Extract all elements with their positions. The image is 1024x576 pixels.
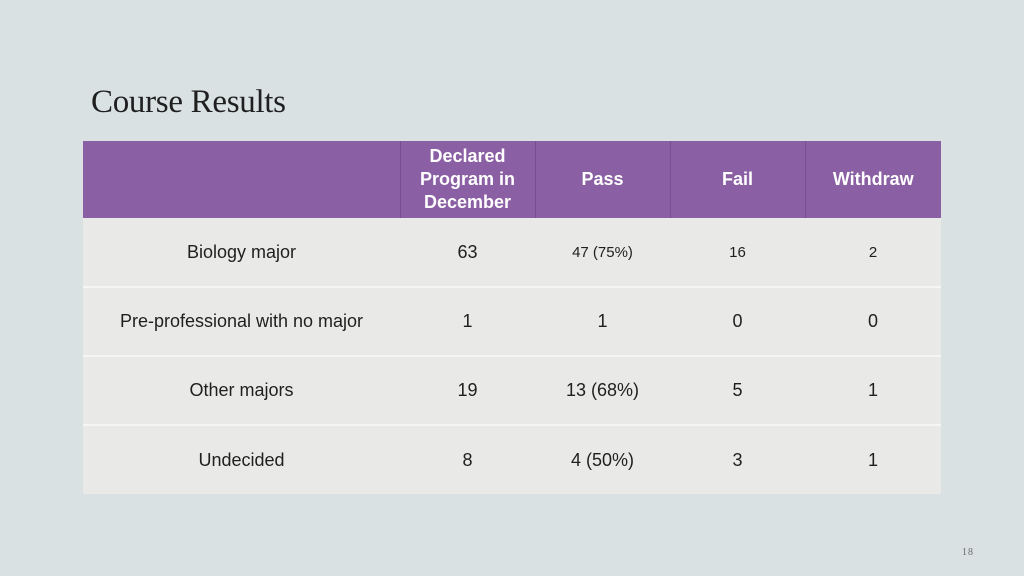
header-fail: Fail xyxy=(669,141,805,218)
table-row: Undecided 8 4 (50%) 3 1 xyxy=(83,425,941,494)
header-row-label xyxy=(83,141,400,218)
table-row: Other majors 19 13 (68%) 5 1 xyxy=(83,356,941,425)
header-pass: Pass xyxy=(534,141,670,218)
cell-withdraw: 0 xyxy=(867,311,878,331)
course-results-table: Declared Program in December Pass Fail W… xyxy=(83,141,941,494)
cell-declared: 1 xyxy=(462,311,473,331)
row-label: Pre-professional with no major xyxy=(119,311,364,331)
table-row: Pre-professional with no major 1 1 0 0 xyxy=(83,287,941,356)
row-label: Biology major xyxy=(186,241,297,262)
cell-pass: 13 (68%) xyxy=(565,380,640,400)
cell-withdraw: 2 xyxy=(868,243,878,261)
cell-fail: 5 xyxy=(732,380,743,400)
cell-declared: 19 xyxy=(457,380,478,400)
header-withdraw: Withdraw xyxy=(804,141,941,218)
cell-withdraw: 1 xyxy=(867,380,878,400)
cell-withdraw: 1 xyxy=(867,449,878,470)
cell-pass: 4 (50%) xyxy=(570,449,635,470)
cell-declared: 63 xyxy=(457,241,478,262)
cell-fail: 3 xyxy=(732,449,743,470)
table-row: Biology major 63 47 (75%) 16 2 xyxy=(83,218,941,287)
header-declared-program: Declared Program in December xyxy=(399,141,535,218)
cell-fail: 0 xyxy=(732,311,743,331)
row-label: Other majors xyxy=(189,380,294,400)
row-label: Undecided xyxy=(198,449,285,470)
cell-fail: 16 xyxy=(729,243,746,261)
cell-declared: 8 xyxy=(462,449,473,470)
slide-number: 18 xyxy=(962,547,974,558)
slide-title: Course Results xyxy=(91,84,286,120)
table-header-row: Declared Program in December Pass Fail W… xyxy=(83,141,941,218)
cell-pass: 1 xyxy=(597,311,608,331)
cell-pass: 47 (75%) xyxy=(572,243,633,261)
